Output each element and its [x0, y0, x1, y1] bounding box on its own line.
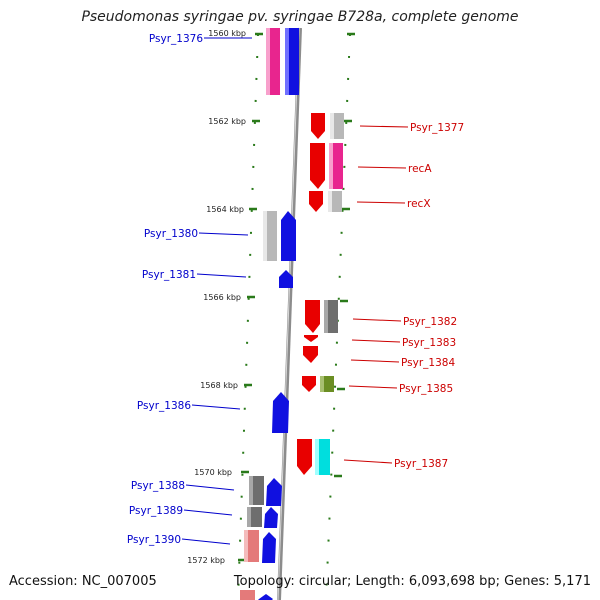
genome-backbone: [277, 27, 302, 600]
kbp-label: 1562 kbp: [208, 117, 246, 126]
gene-arrow-blue: [279, 270, 293, 288]
right-gene-features: [297, 113, 344, 475]
kbp-label: 1566 kbp: [203, 293, 241, 302]
gene-label-right: Psyr_1377: [410, 122, 464, 134]
gene-arrow-blue: [281, 211, 296, 261]
gene-label-right: recA: [408, 163, 432, 175]
gene-label-left: Psyr_1388: [131, 480, 185, 492]
left-leader-lines: [181, 37, 252, 545]
gene-arrow-red: [311, 113, 325, 139]
gene-feature-pink: [240, 590, 255, 600]
gene-arrow-red: [302, 376, 316, 392]
genome-summary-text: Topology: circular; Length: 6,093,698 bp…: [233, 574, 591, 589]
gene-label-right: Psyr_1383: [402, 337, 456, 349]
gene-arrow-blue: [258, 594, 273, 600]
gene-arrow-red: [297, 439, 312, 475]
gene-arrow-red: [310, 143, 325, 189]
gene-arrow-red: [304, 335, 318, 342]
gene-arrow-blue: [266, 478, 282, 506]
gene-label-right: Psyr_1384: [401, 357, 455, 369]
gene-arrow-blue: [264, 507, 278, 528]
gene-label-left: Psyr_1381: [142, 269, 196, 281]
kbp-labels: 1560 kbp 1562 kbp 1564 kbp 1566 kbp 1568…: [187, 29, 246, 565]
gene-arrow-blue: [272, 392, 289, 433]
gene-arrow-red: [305, 300, 320, 333]
kbp-label: 1560 kbp: [208, 29, 246, 38]
gene-arrow-blue: [262, 532, 276, 563]
gene-label-left: Psyr_1386: [137, 400, 191, 412]
kbp-label: 1572 kbp: [187, 556, 225, 565]
right-leader-lines: [343, 125, 409, 464]
gene-label-right: Psyr_1387: [394, 458, 448, 470]
kbp-label: 1570 kbp: [194, 468, 232, 477]
kbp-label: 1568 kbp: [200, 381, 238, 390]
gene-arrow-red: [309, 191, 323, 212]
tick-marks: [238, 32, 355, 562]
gene-label-left: Psyr_1376: [149, 33, 203, 45]
accession-text: Accession: NC_007005: [9, 574, 157, 589]
left-gene-features: [240, 28, 299, 600]
kbp-label: 1564 kbp: [206, 205, 244, 214]
gene-label-right: Psyr_1382: [403, 316, 457, 328]
gene-label-right: recX: [407, 198, 431, 210]
gene-label-left: Psyr_1390: [127, 534, 181, 546]
map-title: Pseudomonas syringae pv. syringae B728a,…: [81, 9, 519, 25]
gene-arrow-red: [303, 346, 318, 363]
gene-label-right: Psyr_1385: [399, 383, 453, 395]
gene-label-left: Psyr_1380: [144, 228, 198, 240]
genome-backbone-highlight: [277, 27, 300, 600]
gene-label-left: Psyr_1389: [129, 505, 183, 517]
